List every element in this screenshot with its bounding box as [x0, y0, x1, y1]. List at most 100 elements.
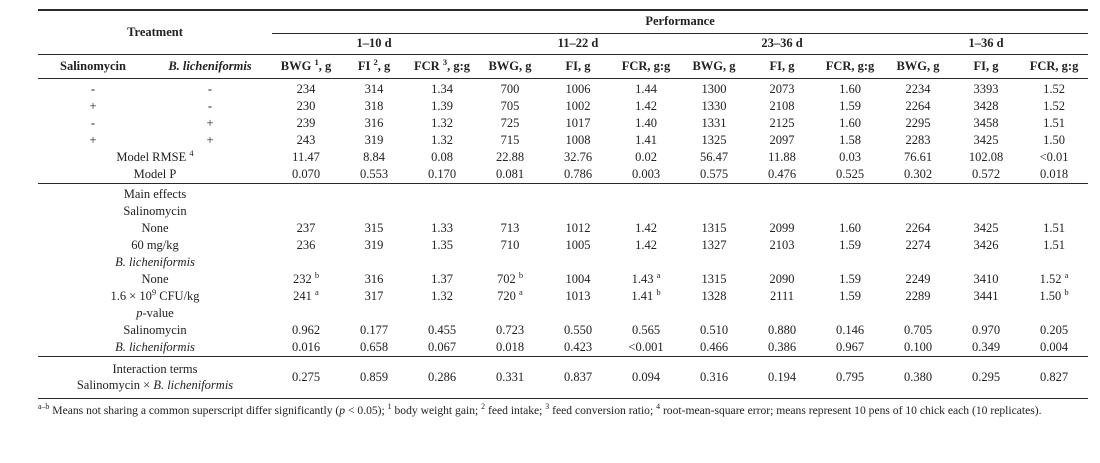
- value-cell: 315: [364, 220, 384, 235]
- value-cell: 700: [500, 81, 520, 96]
- value-cell: 1315: [701, 220, 727, 235]
- salinomycin-sign-cell: -: [90, 81, 96, 96]
- value-cell: 0.510: [699, 322, 729, 337]
- value-cell: 236: [296, 237, 316, 252]
- interaction-label-line: Salinomycin × B. licheniformis: [76, 378, 234, 392]
- column-header-blicheniformis: B. licheniformis: [148, 54, 272, 79]
- metric-header: BWG, g: [884, 54, 952, 79]
- value-cell: 1.32: [431, 115, 453, 130]
- blicheniformis-sign-cell: +: [206, 132, 214, 147]
- row-label: Interaction terms Salinomycin × B. lichen…: [38, 356, 272, 398]
- value-cell: 1.33: [431, 220, 453, 235]
- value-cell: 2099: [769, 220, 795, 235]
- value-cell: 1.60: [839, 81, 861, 96]
- value-cell: 316: [364, 115, 384, 130]
- metric-header: FCR, g:g: [1020, 54, 1089, 79]
- value-cell: 0.02: [635, 149, 657, 164]
- value-cell: 702 b: [496, 269, 524, 286]
- period-header: 1–10 d: [272, 33, 476, 55]
- empty-cell: [272, 305, 1088, 322]
- value-cell: 1.59: [839, 288, 861, 303]
- value-cell: <0.001: [628, 339, 664, 354]
- value-cell: 0.827: [1039, 369, 1069, 384]
- value-cell: 2264: [905, 98, 931, 113]
- value-cell: 0.880: [767, 322, 797, 337]
- value-cell: 3425: [973, 220, 999, 235]
- blicheniformis-sign-cell: -: [207, 81, 213, 96]
- value-cell: 1.59: [839, 271, 861, 286]
- value-cell: 1.40: [635, 115, 657, 130]
- empty-cell: [272, 203, 1088, 220]
- value-cell: 0.205: [1039, 322, 1069, 337]
- value-cell: 1.60: [839, 220, 861, 235]
- value-cell: 1.59: [839, 98, 861, 113]
- performance-header-row: Treatment Performance: [38, 10, 1089, 55]
- value-cell: 318: [364, 98, 384, 113]
- value-cell: 11.47: [292, 149, 320, 164]
- value-cell: 0.349: [971, 339, 1001, 354]
- value-cell: 76.61: [903, 149, 933, 164]
- footnote: a–b Means not sharing a common superscri…: [38, 401, 1042, 417]
- interaction-section: Interaction terms Salinomycin × B. lichen…: [38, 356, 1089, 398]
- value-cell: 0.466: [699, 339, 729, 354]
- value-cell: 1005: [565, 237, 591, 252]
- table-header: Treatment Performance 1–10 d 11–22 d 23–…: [38, 10, 1089, 79]
- metric-header: FCR 3, g:g: [408, 54, 476, 79]
- row-label: Salinomycin: [123, 322, 187, 337]
- salinomycin-sign-cell: +: [89, 132, 97, 147]
- performance-header: Performance: [272, 10, 1089, 34]
- row-label: B. licheniformis: [115, 254, 195, 269]
- interaction-label-line: Interaction terms: [112, 362, 198, 376]
- value-cell: 0.275: [291, 369, 321, 384]
- table-row: Main effects: [38, 183, 1088, 203]
- value-cell: 1008: [565, 132, 591, 147]
- value-cell: 1.41: [635, 132, 657, 147]
- table-row: B. licheniformis: [38, 254, 1088, 271]
- row-label: Model P: [133, 166, 177, 181]
- value-cell: 3393: [973, 81, 999, 96]
- value-cell: 319: [364, 132, 384, 147]
- value-cell: 1330: [701, 98, 727, 113]
- metric-header: FI, g: [952, 54, 1020, 79]
- value-cell: 0.331: [495, 369, 525, 384]
- value-cell: 2234: [905, 81, 931, 96]
- row-label: Model RMSE 4: [116, 147, 194, 164]
- metric-header: FI, g: [748, 54, 816, 79]
- table-row: 60 mg/kg 236 319 1.35 710 1005 1.42 1327 2103 1.5…: [38, 237, 1088, 254]
- value-cell: 0.658: [359, 339, 389, 354]
- value-cell: 22.88: [495, 149, 525, 164]
- blicheniformis-sign-cell: -: [207, 98, 213, 113]
- value-cell: 2111: [769, 288, 795, 303]
- value-cell: 0.386: [767, 339, 797, 354]
- value-cell: 102.08: [968, 149, 1004, 164]
- value-cell: 1.35: [431, 237, 453, 252]
- table-row: B. licheniformis 0.016 0.658 0.067 0.018 0.42…: [38, 339, 1088, 357]
- interaction-row: Interaction terms Salinomycin × B. lichen…: [38, 356, 1088, 398]
- value-cell: 0.786: [563, 166, 593, 181]
- value-cell: 2125: [769, 115, 795, 130]
- value-cell: 1.50 b: [1039, 286, 1069, 303]
- value-cell: 2295: [905, 115, 931, 130]
- row-label: B. licheniformis: [115, 339, 195, 354]
- value-cell: 0.550: [563, 322, 593, 337]
- value-cell: 0.525: [835, 166, 865, 181]
- value-cell: 0.100: [903, 339, 933, 354]
- value-cell: 237: [296, 220, 316, 235]
- value-cell: 1300: [701, 81, 727, 96]
- value-cell: 1.44: [635, 81, 657, 96]
- value-cell: 243: [296, 132, 316, 147]
- value-cell: 1.51: [1043, 115, 1065, 130]
- value-cell: 0.723: [495, 322, 525, 337]
- table-row: Model P 0.070 0.553 0.170 0.081 0.786 0.003 0.5…: [38, 166, 1088, 184]
- value-cell: 1.42: [635, 220, 657, 235]
- value-cell: 1.42: [635, 237, 657, 252]
- value-cell: 1315: [701, 271, 727, 286]
- value-cell: 56.47: [699, 149, 729, 164]
- value-cell: 1012: [565, 220, 591, 235]
- value-cell: 2108: [769, 98, 795, 113]
- value-cell: 0.177: [359, 322, 389, 337]
- value-cell: 2249: [905, 271, 931, 286]
- performance-table: Treatment Performance 1–10 d 11–22 d 23–…: [38, 9, 1089, 399]
- value-cell: 1.32: [431, 288, 453, 303]
- metric-header: FI 2, g: [340, 54, 408, 79]
